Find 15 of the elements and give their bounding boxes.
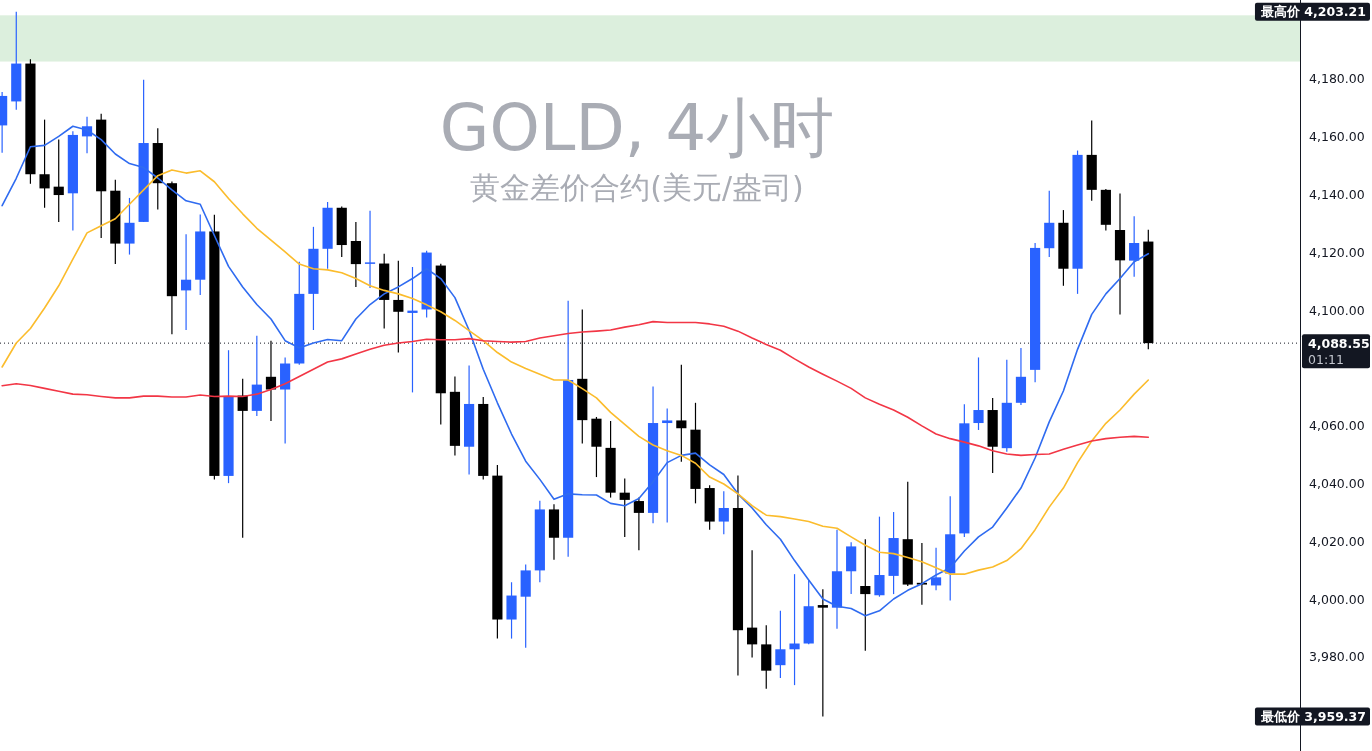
ref-line-label: 4,088.55 01:11 [1308,335,1370,367]
title: GOLD, 4小时 [439,91,835,165]
annotation: 最低价 3,959.37 [1254,707,1370,726]
y-tick-label: 4,140.00 [1309,186,1365,202]
y-tick-label: 3,980.00 [1309,649,1365,665]
y-tick-label: 4,040.00 [1309,475,1365,491]
y-tick-label: 4,100.00 [1309,302,1365,318]
y-tick-label: 4,000.00 [1309,591,1365,607]
y-tick-label: 4,180.00 [1309,71,1365,87]
ref-label: 4,088.55 01:11 [1302,334,1370,369]
y-tick-label: 4,060.00 [1309,418,1365,434]
y-tick-label: 4,020.00 [1309,533,1365,549]
y-tick-label: 4,160.00 [1309,129,1365,145]
subtitle: 黄金差价合约(美元/盎司) [470,170,804,205]
y-tick-label: 4,120.00 [1309,244,1365,260]
